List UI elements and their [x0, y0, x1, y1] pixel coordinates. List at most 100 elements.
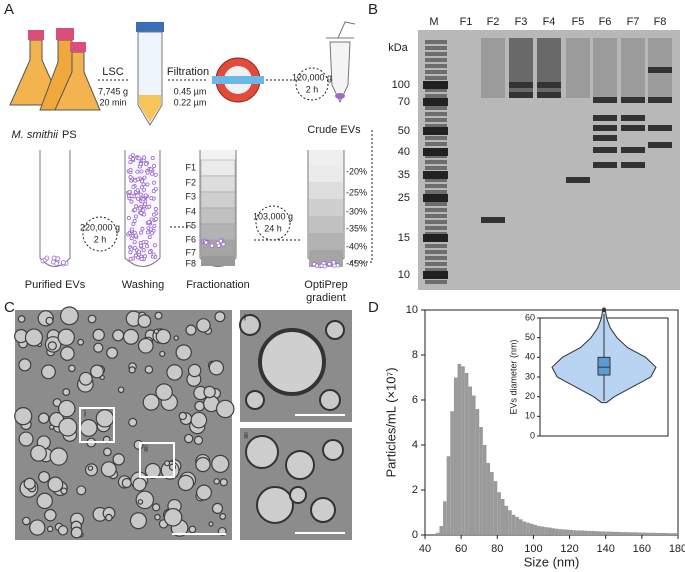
label: -40% [346, 241, 367, 251]
band [509, 38, 533, 98]
vesicle [135, 196, 140, 201]
bar [620, 532, 624, 535]
y-tick-label: 0 [530, 430, 535, 440]
vesicle [134, 214, 139, 219]
vesicle [78, 371, 93, 386]
band [648, 97, 672, 103]
bar [453, 377, 458, 535]
vesicle [130, 153, 135, 158]
label: F6 [185, 234, 196, 244]
vesicle [70, 526, 83, 539]
vesicle [58, 399, 76, 418]
band [481, 38, 505, 98]
vesicle [163, 508, 183, 527]
vesicle [166, 364, 183, 381]
bar [627, 532, 632, 535]
vesicle [196, 318, 211, 333]
bar [602, 531, 606, 535]
vesicle [112, 329, 125, 342]
bar [439, 526, 444, 535]
band [425, 262, 447, 266]
vesicle [178, 411, 188, 421]
band [593, 162, 617, 168]
vesicle [129, 199, 134, 204]
vesicle [221, 242, 226, 247]
bar [457, 364, 462, 535]
vesicle [141, 182, 146, 187]
vesicle [128, 160, 133, 165]
vesicle [148, 227, 153, 232]
bar [609, 531, 613, 535]
label: F4 [185, 206, 196, 216]
vesicle [194, 400, 205, 412]
vesicle [145, 170, 150, 175]
vesicle [155, 383, 173, 401]
band [425, 202, 447, 206]
vesicle [151, 212, 156, 217]
label: -20% [346, 166, 367, 176]
vesicle [143, 202, 148, 207]
tem-overlays [79, 407, 345, 535]
label: 2 h [306, 84, 319, 94]
vesicle [105, 513, 113, 522]
vesicle [310, 497, 336, 523]
vesicle [195, 456, 211, 473]
band [425, 76, 447, 80]
y-tick-label: 10 [406, 304, 418, 316]
vesicle [139, 243, 144, 248]
band [425, 52, 447, 56]
band [425, 244, 447, 248]
band [509, 92, 533, 98]
vesicle [128, 167, 133, 172]
label: M [429, 16, 438, 28]
vesicle [152, 164, 157, 169]
bar [562, 529, 566, 535]
vesicle [128, 155, 133, 160]
bar [569, 530, 574, 535]
bar [663, 532, 668, 535]
vesicle [57, 525, 69, 536]
vesicle [215, 399, 235, 419]
vesicle [146, 220, 151, 225]
tem-particles [14, 306, 345, 539]
label: F3 [185, 191, 196, 201]
vesicle-dots [40, 153, 340, 269]
label: F4 [543, 16, 556, 28]
bar [659, 532, 664, 535]
band [423, 234, 448, 242]
vesicle [142, 212, 147, 217]
vesicle [131, 222, 136, 227]
band [425, 268, 447, 272]
bar [638, 532, 642, 535]
bar [504, 505, 509, 535]
vesicle [106, 346, 119, 359]
vesicle [100, 461, 117, 478]
label: 50 [398, 125, 410, 137]
bar [670, 533, 675, 535]
bar [518, 519, 523, 535]
vesicle [145, 244, 150, 249]
label: 10 [398, 269, 410, 281]
band [425, 124, 447, 128]
y-tick-label: 0 [412, 529, 418, 541]
bar [450, 411, 454, 535]
label: 20 min [99, 97, 126, 107]
vesicle [137, 156, 142, 161]
vesicle [92, 328, 105, 342]
y-tick-label: 10 [525, 411, 535, 421]
vesicle [152, 224, 157, 229]
band [425, 256, 447, 260]
vesicle [47, 341, 57, 351]
bar [555, 528, 559, 535]
band [593, 135, 617, 141]
bar [508, 510, 512, 535]
bar [623, 532, 628, 535]
band [509, 82, 533, 88]
label: 25 [398, 192, 410, 204]
band [423, 127, 448, 135]
label: ii [144, 443, 148, 453]
label: F7 [627, 16, 640, 28]
